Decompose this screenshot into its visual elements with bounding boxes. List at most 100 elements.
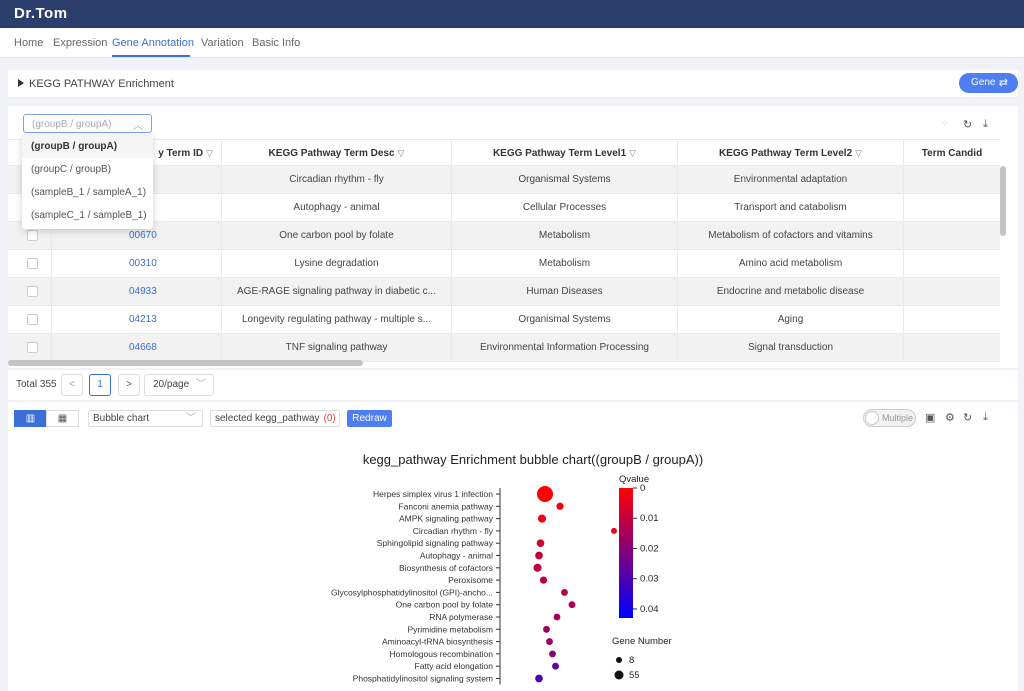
bubble-point[interactable] (546, 638, 553, 646)
selected-pathway-field[interactable]: selected kegg_pathway (0) (210, 410, 340, 427)
bubble-point[interactable] (543, 625, 550, 633)
filter-icon[interactable]: ▽ (397, 148, 405, 158)
chart-view-toggle[interactable]: ▥ (14, 410, 47, 427)
chart-type-select[interactable]: Bubble chart ﹀ (88, 410, 203, 427)
row-checkbox-cell (8, 222, 52, 250)
row-checkbox[interactable] (27, 342, 38, 353)
y-tick-label: Sphingolipid signaling pathway (377, 538, 494, 548)
table-cell (904, 194, 1000, 222)
size-legend-dot (614, 670, 624, 680)
nav-home[interactable]: Home (14, 37, 44, 49)
table-cell: Environmental Information Processing (452, 334, 678, 362)
bubble-point[interactable] (611, 527, 617, 534)
nav-gene-annotation[interactable]: Gene Annotation (112, 37, 194, 49)
bubble-point[interactable] (556, 502, 564, 510)
selected-pathway-count: (0) (323, 413, 336, 424)
current-page[interactable]: 1 (89, 374, 111, 396)
term-id-link[interactable]: 04668 (52, 334, 222, 362)
term-id-link[interactable]: 00310 (52, 250, 222, 278)
table-row[interactable]: 04213 Longevity regulating pathway - mult… (8, 306, 1000, 334)
row-checkbox[interactable] (27, 286, 38, 297)
horizontal-scrollbar[interactable] (8, 360, 363, 366)
comparison-select[interactable]: (groupB / groupA) ︿ (23, 114, 152, 133)
download-icon[interactable]: ⤓ (983, 118, 988, 130)
y-tick-label: One carbon pool by folate (396, 600, 494, 610)
table-row[interactable]: 04668 TNF signaling pathway Environmental … (8, 334, 1000, 362)
bubble-point[interactable] (537, 486, 553, 502)
chevron-down-icon: ﹀ (186, 413, 196, 424)
dropdown-option[interactable]: (sampleC_1 / sampleB_1) (31, 210, 147, 221)
active-tab-indicator (112, 55, 190, 57)
swap-icon: ⇄ (998, 77, 1008, 89)
bubble-point[interactable] (539, 576, 548, 584)
table-row[interactable]: 04933 AGE-RAGE signaling pathway in diabe… (8, 278, 1000, 306)
table-cell: Organismal Systems (452, 306, 678, 334)
drag-handle-icon[interactable]: ⁘ (941, 118, 949, 128)
redraw-button[interactable]: Redraw (347, 410, 392, 427)
prev-page-button[interactable]: < (61, 374, 83, 396)
bubble-point[interactable] (535, 551, 543, 560)
y-tick-label: Biosynthesis of cofactors (399, 563, 493, 573)
nav-basic-info[interactable]: Basic Info (252, 37, 301, 49)
bubble-point[interactable] (536, 539, 545, 548)
bubble-point[interactable] (568, 601, 576, 609)
bubble-point[interactable] (552, 662, 559, 670)
nav-expression[interactable]: Expression (53, 37, 108, 49)
kegg-section-header[interactable]: KEGG PATHWAY Enrichment Gene ⇄ (8, 70, 1018, 98)
dropdown-option[interactable]: (groupB / groupA) (22, 135, 153, 158)
bubble-point[interactable] (549, 650, 556, 658)
multiple-toggle[interactable]: Multiple (863, 409, 916, 427)
refresh-icon[interactable]: ↻ (963, 412, 973, 424)
nav-variation[interactable]: Variation (201, 37, 244, 49)
bubble-point[interactable] (537, 514, 547, 523)
y-tick-label: Circadian rhythm - fly (413, 526, 494, 536)
gear-icon[interactable]: ⚙ (945, 412, 955, 424)
filter-icon[interactable]: ▽ (629, 148, 637, 158)
dropdown-option[interactable]: (sampleB_1 / sampleA_1) (31, 187, 147, 198)
toggle-knob (865, 411, 879, 425)
table-cell: Longevity regulating pathway - multiple … (222, 306, 452, 334)
row-checkbox-cell (8, 278, 52, 306)
col-term-candidate: Term Candid (904, 140, 1000, 167)
term-id-link[interactable]: 04213 (52, 306, 222, 334)
y-tick-label: Herpes simplex virus 1 infection (373, 489, 493, 499)
download-icon[interactable]: ⤓ (983, 411, 988, 423)
page-size-select[interactable]: 20/page ﹀ (144, 374, 214, 396)
col-level1: KEGG Pathway Term Level1 ▽ (452, 140, 678, 167)
table-cell (904, 222, 1000, 250)
dropdown-option[interactable]: (groupC / groupB) (31, 164, 112, 175)
term-id-link[interactable]: 00670 (52, 222, 222, 250)
row-checkbox[interactable] (27, 314, 38, 325)
refresh-icon[interactable]: ↻ (963, 119, 973, 131)
row-checkbox-cell (8, 306, 52, 334)
image-icon[interactable]: ▣ (925, 412, 936, 424)
filter-icon[interactable]: ▽ (206, 148, 213, 158)
chart-type-value: Bubble chart (93, 413, 150, 424)
size-legend-title: Gene Number (612, 636, 672, 647)
y-tick-label: Pyrimidine metabolism (408, 624, 494, 634)
app-logo[interactable]: Dr.Tom (14, 5, 68, 22)
chart-title: kegg_pathway Enrichment bubble chart((gr… (363, 452, 703, 467)
table-view-toggle[interactable]: ▦ (46, 410, 79, 427)
row-checkbox-cell (8, 250, 52, 278)
page-size-value: 20/page (153, 379, 190, 390)
gene-toggle-button[interactable]: Gene ⇄ (959, 73, 1018, 93)
table-row[interactable]: 00310 Lysine degradation Metabolism Amino a… (8, 250, 1000, 278)
row-checkbox[interactable] (27, 230, 38, 241)
row-checkbox[interactable] (27, 258, 38, 269)
vertical-scrollbar[interactable] (1000, 166, 1006, 236)
bubble-point[interactable] (553, 613, 561, 621)
bubble-point[interactable] (535, 674, 543, 683)
bubble-point[interactable] (533, 563, 542, 572)
collapse-triangle-icon[interactable] (18, 79, 24, 87)
bubble-point[interactable] (561, 588, 568, 596)
col-term-desc-label: KEGG Pathway Term Desc (268, 148, 395, 159)
table-row[interactable]: 00670 One carbon pool by folate Metabolism… (8, 222, 1000, 250)
table-cell: Amino acid metabolism (678, 250, 904, 278)
plot-area: Herpes simplex virus 1 infection Fanconi … (331, 474, 672, 685)
filter-icon[interactable]: ▽ (855, 148, 863, 158)
term-id-link[interactable]: 04933 (52, 278, 222, 306)
next-page-button[interactable]: > (118, 374, 140, 396)
